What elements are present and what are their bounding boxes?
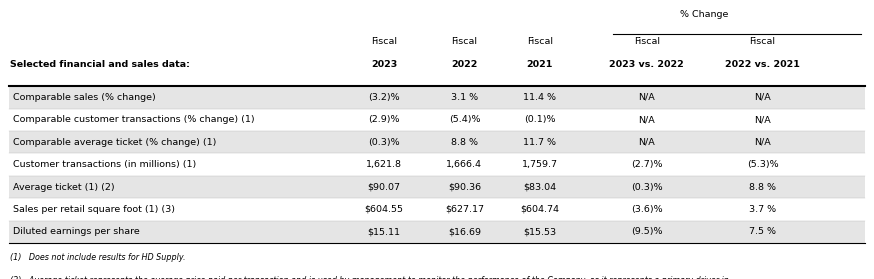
Text: $627.17: $627.17 xyxy=(445,205,484,214)
Bar xyxy=(9,176,865,198)
Text: $83.04: $83.04 xyxy=(524,182,557,192)
Text: 2021: 2021 xyxy=(527,60,553,69)
Text: Fiscal: Fiscal xyxy=(527,37,552,46)
Text: Comparable sales (% change): Comparable sales (% change) xyxy=(13,93,156,102)
Text: 11.7 %: 11.7 % xyxy=(524,138,556,147)
Text: 1,666.4: 1,666.4 xyxy=(447,160,482,169)
Text: (0.3)%: (0.3)% xyxy=(631,182,662,192)
Text: N/A: N/A xyxy=(754,115,771,124)
Text: (2.9)%: (2.9)% xyxy=(368,115,399,124)
Text: Comparable average ticket (% change) (1): Comparable average ticket (% change) (1) xyxy=(13,138,217,147)
Text: 1,759.7: 1,759.7 xyxy=(522,160,558,169)
Text: (1)   Does not include results for HD Supply.: (1) Does not include results for HD Supp… xyxy=(10,253,186,262)
Text: 2023: 2023 xyxy=(371,60,397,69)
Text: Fiscal: Fiscal xyxy=(371,37,397,46)
Text: 2022: 2022 xyxy=(451,60,477,69)
Text: N/A: N/A xyxy=(639,115,656,124)
Text: Average ticket (1) (2): Average ticket (1) (2) xyxy=(13,182,114,192)
Text: % Change: % Change xyxy=(680,10,728,19)
Text: $604.55: $604.55 xyxy=(364,205,404,214)
Text: (3.2)%: (3.2)% xyxy=(368,93,399,102)
Text: $16.69: $16.69 xyxy=(447,227,481,236)
Text: N/A: N/A xyxy=(639,93,656,102)
Text: (2)   Average ticket represents the average price paid per transaction and is us: (2) Average ticket represents the averag… xyxy=(10,276,729,279)
Text: 8.8 %: 8.8 % xyxy=(451,138,478,147)
Text: $15.11: $15.11 xyxy=(367,227,400,236)
Bar xyxy=(9,131,865,153)
Bar xyxy=(9,86,865,109)
Text: 3.1 %: 3.1 % xyxy=(451,93,478,102)
Text: (0.3)%: (0.3)% xyxy=(368,138,399,147)
Text: Fiscal: Fiscal xyxy=(750,37,775,46)
Text: N/A: N/A xyxy=(754,93,771,102)
Text: (5.3)%: (5.3)% xyxy=(746,160,778,169)
Bar xyxy=(9,221,865,243)
Text: (3.6)%: (3.6)% xyxy=(631,205,662,214)
Text: Comparable customer transactions (% change) (1): Comparable customer transactions (% chan… xyxy=(13,115,254,124)
Text: 3.7 %: 3.7 % xyxy=(749,205,776,214)
Text: N/A: N/A xyxy=(639,138,656,147)
Text: 7.5 %: 7.5 % xyxy=(749,227,776,236)
Text: (5.4)%: (5.4)% xyxy=(448,115,480,124)
Text: Sales per retail square foot (1) (3): Sales per retail square foot (1) (3) xyxy=(13,205,175,214)
Text: (0.1)%: (0.1)% xyxy=(524,115,556,124)
Text: 8.8 %: 8.8 % xyxy=(749,182,776,192)
Text: Selected financial and sales data:: Selected financial and sales data: xyxy=(10,60,191,69)
Text: $90.36: $90.36 xyxy=(447,182,481,192)
Text: 2023 vs. 2022: 2023 vs. 2022 xyxy=(609,60,684,69)
Text: (9.5)%: (9.5)% xyxy=(631,227,662,236)
Text: Fiscal: Fiscal xyxy=(634,37,660,46)
Text: Customer transactions (in millions) (1): Customer transactions (in millions) (1) xyxy=(13,160,197,169)
Text: $90.07: $90.07 xyxy=(367,182,400,192)
Text: (2.7)%: (2.7)% xyxy=(631,160,662,169)
Text: 1,621.8: 1,621.8 xyxy=(366,160,402,169)
Text: N/A: N/A xyxy=(754,138,771,147)
Text: 2022 vs. 2021: 2022 vs. 2021 xyxy=(725,60,800,69)
Text: Diluted earnings per share: Diluted earnings per share xyxy=(13,227,140,236)
Text: 11.4 %: 11.4 % xyxy=(524,93,556,102)
Text: Fiscal: Fiscal xyxy=(451,37,477,46)
Text: $15.53: $15.53 xyxy=(524,227,557,236)
Text: $604.74: $604.74 xyxy=(520,205,559,214)
